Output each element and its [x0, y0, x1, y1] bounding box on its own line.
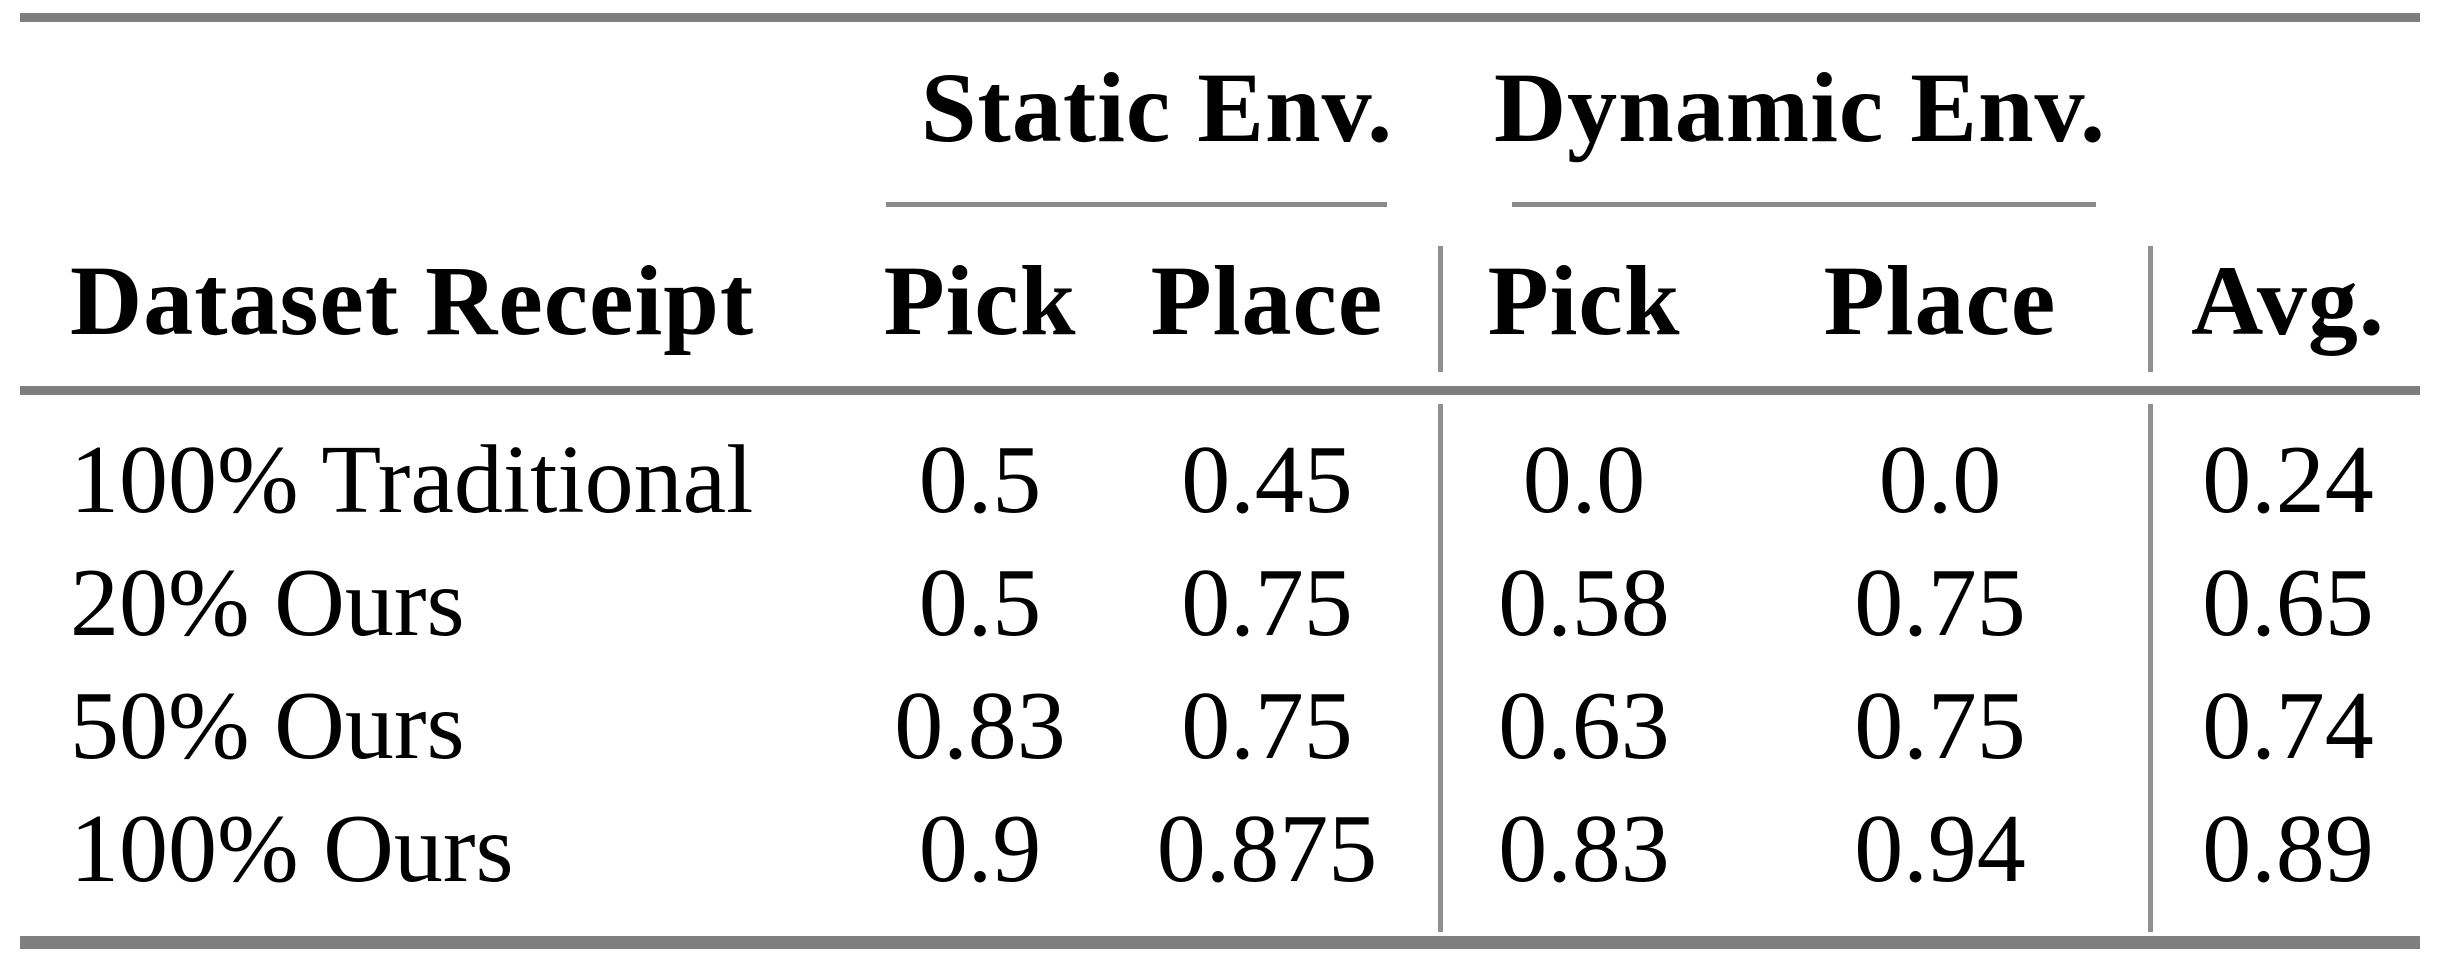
table-row: 20% Ours 0.5 0.75 0.58 0.75 0.65 — [20, 541, 2420, 664]
dynamic-env-underline — [1512, 202, 2096, 207]
table-header-row: Dataset Receipt Pick Place Pick Place Av… — [20, 228, 2420, 373]
static-pick-value: 0.83 — [894, 671, 1066, 780]
column-divider-dynamic-avg — [2148, 246, 2153, 372]
static-place-value: 0.75 — [1181, 671, 1353, 780]
column-group-dynamic-env: Dynamic Env. — [1493, 52, 2107, 163]
static-pick-value: 0.5 — [918, 425, 1042, 534]
avg-value: 0.24 — [2202, 425, 2374, 534]
header-static-pick: Pick — [883, 244, 1077, 356]
avg-value: 0.89 — [2202, 794, 2374, 903]
header-dataset-receipt: Dataset Receipt — [70, 244, 755, 356]
dynamic-place-value: 0.75 — [1854, 671, 2026, 780]
dynamic-pick-value: 0.63 — [1498, 671, 1670, 780]
table-row: 100% Ours 0.9 0.875 0.83 0.94 0.89 — [20, 787, 2420, 910]
row-label: 100% Ours — [70, 794, 514, 903]
avg-value: 0.74 — [2202, 671, 2374, 780]
table-body: 100% Traditional 0.5 0.45 0.0 0.0 0.24 2… — [20, 418, 2420, 910]
static-pick-value: 0.5 — [918, 548, 1042, 657]
dynamic-place-value: 0.75 — [1854, 548, 2026, 657]
row-label: 100% Traditional — [70, 425, 754, 534]
table-header-body-rule — [20, 386, 2420, 395]
column-divider-static-dynamic — [1438, 404, 1443, 932]
header-dynamic-place: Place — [1823, 244, 2057, 356]
dynamic-place-value: 0.0 — [1878, 425, 2002, 534]
header-dynamic-pick: Pick — [1487, 244, 1681, 356]
row-label: 20% Ours — [70, 548, 465, 657]
dynamic-pick-value: 0.58 — [1498, 548, 1670, 657]
header-avg: Avg. — [2191, 244, 2385, 356]
static-place-value: 0.875 — [1156, 794, 1378, 903]
static-place-value: 0.75 — [1181, 548, 1353, 657]
table-top-rule — [20, 13, 2420, 22]
static-pick-value: 0.9 — [918, 794, 1042, 903]
static-place-value: 0.45 — [1181, 425, 1353, 534]
table-bottom-rule — [20, 936, 2420, 949]
table-row: 50% Ours 0.83 0.75 0.63 0.75 0.74 — [20, 664, 2420, 787]
header-static-place: Place — [1150, 244, 1384, 356]
column-divider-static-dynamic — [1438, 246, 1443, 372]
static-env-underline — [886, 202, 1387, 207]
table-row: 100% Traditional 0.5 0.45 0.0 0.0 0.24 — [20, 418, 2420, 541]
avg-value: 0.65 — [2202, 548, 2374, 657]
dynamic-pick-value: 0.0 — [1522, 425, 1646, 534]
dynamic-place-value: 0.94 — [1854, 794, 2026, 903]
column-divider-dynamic-avg — [2148, 404, 2153, 932]
dynamic-pick-value: 0.83 — [1498, 794, 1670, 903]
row-label: 50% Ours — [70, 671, 465, 780]
column-group-static-env: Static Env. — [920, 52, 1394, 163]
